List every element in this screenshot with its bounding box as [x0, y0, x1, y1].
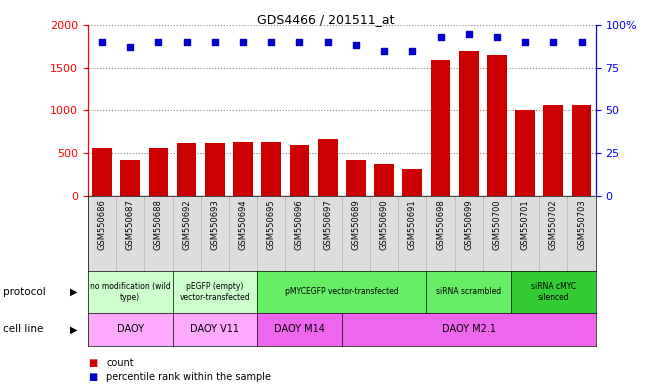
- Point: [379, 48, 389, 54]
- Point: [322, 39, 333, 45]
- Bar: [516, 109, 535, 196]
- Text: DAOY M14: DAOY M14: [274, 324, 325, 334]
- Text: DAOY: DAOY: [117, 324, 144, 334]
- Bar: [290, 145, 309, 196]
- Text: GSM550696: GSM550696: [295, 200, 304, 250]
- Bar: [544, 105, 563, 196]
- Bar: [431, 60, 450, 196]
- Text: GSM550686: GSM550686: [98, 200, 107, 250]
- Point: [576, 39, 587, 45]
- Text: GSM550699: GSM550699: [464, 200, 473, 250]
- Point: [238, 39, 248, 45]
- Text: GSM550701: GSM550701: [521, 200, 530, 250]
- Text: GSM550692: GSM550692: [182, 200, 191, 250]
- Point: [520, 39, 531, 45]
- Bar: [177, 143, 197, 196]
- Text: ▶: ▶: [70, 287, 78, 297]
- Point: [153, 39, 163, 45]
- Text: GDS4466 / 201511_at: GDS4466 / 201511_at: [256, 13, 395, 26]
- Point: [182, 39, 192, 45]
- Bar: [374, 164, 394, 196]
- Point: [407, 48, 417, 54]
- Point: [125, 44, 135, 50]
- Text: ■: ■: [88, 358, 97, 368]
- Bar: [572, 105, 591, 196]
- Text: no modification (wild
type): no modification (wild type): [90, 282, 171, 301]
- Text: count: count: [106, 358, 133, 368]
- Text: GSM550695: GSM550695: [267, 200, 276, 250]
- Bar: [318, 139, 337, 196]
- Text: GSM550700: GSM550700: [492, 200, 501, 250]
- Text: GSM550690: GSM550690: [380, 200, 389, 250]
- Point: [210, 39, 220, 45]
- Text: GSM550697: GSM550697: [323, 200, 332, 250]
- Bar: [205, 143, 225, 196]
- Text: GSM550689: GSM550689: [352, 200, 361, 250]
- Point: [266, 39, 277, 45]
- Bar: [487, 55, 507, 196]
- Text: siRNA cMYC
silenced: siRNA cMYC silenced: [531, 282, 576, 301]
- Text: GSM550694: GSM550694: [238, 200, 247, 250]
- Point: [97, 39, 107, 45]
- Text: ▶: ▶: [70, 324, 78, 334]
- Text: ■: ■: [88, 372, 97, 382]
- Text: DAOY M2.1: DAOY M2.1: [442, 324, 495, 334]
- Bar: [402, 169, 422, 196]
- Bar: [148, 147, 168, 196]
- Bar: [262, 142, 281, 196]
- Text: GSM550693: GSM550693: [210, 200, 219, 250]
- Text: pMYCEGFP vector-transfected: pMYCEGFP vector-transfected: [285, 287, 398, 296]
- Text: cell line: cell line: [3, 324, 44, 334]
- Text: pEGFP (empty)
vector-transfected: pEGFP (empty) vector-transfected: [180, 282, 250, 301]
- Point: [464, 30, 474, 36]
- Point: [548, 39, 559, 45]
- Text: percentile rank within the sample: percentile rank within the sample: [106, 372, 271, 382]
- Point: [294, 39, 305, 45]
- Bar: [233, 142, 253, 196]
- Bar: [120, 160, 140, 196]
- Text: GSM550698: GSM550698: [436, 200, 445, 250]
- Point: [492, 34, 502, 40]
- Point: [436, 34, 446, 40]
- Text: GSM550702: GSM550702: [549, 200, 558, 250]
- Bar: [346, 161, 366, 196]
- Text: siRNA scrambled: siRNA scrambled: [436, 287, 501, 296]
- Text: GSM550688: GSM550688: [154, 200, 163, 250]
- Bar: [459, 51, 478, 196]
- Point: [351, 42, 361, 48]
- Text: DAOY V11: DAOY V11: [190, 324, 240, 334]
- Text: protocol: protocol: [3, 287, 46, 297]
- Text: GSM550691: GSM550691: [408, 200, 417, 250]
- Text: GSM550703: GSM550703: [577, 200, 586, 250]
- Bar: [92, 148, 112, 196]
- Text: GSM550687: GSM550687: [126, 200, 135, 250]
